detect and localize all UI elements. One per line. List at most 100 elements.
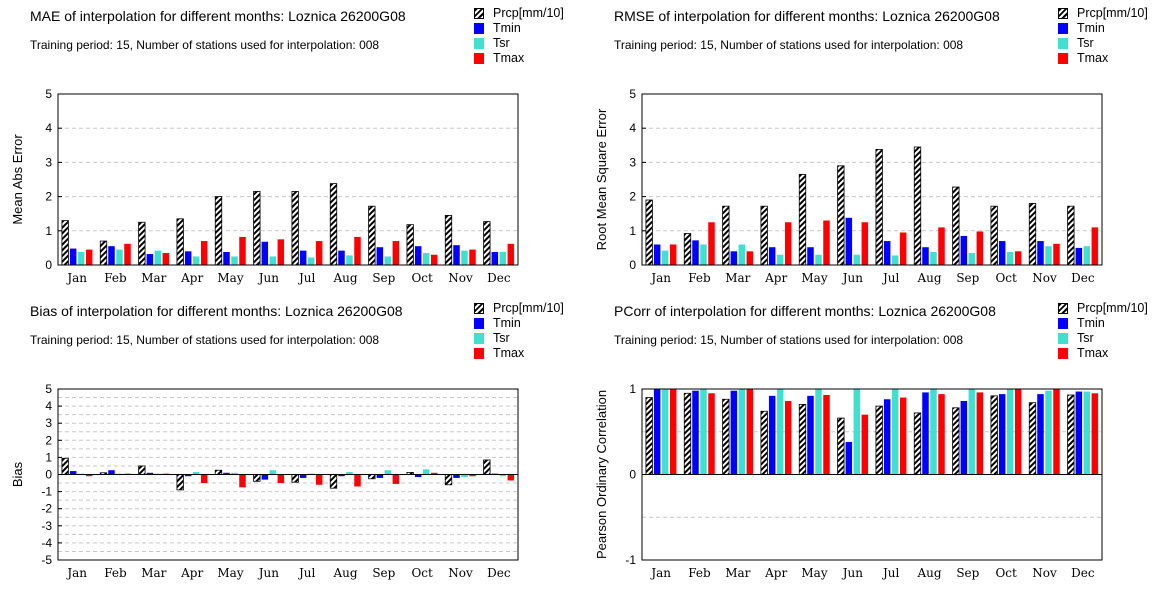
mae-chart-title: MAE of interpolation for different month… bbox=[30, 8, 406, 24]
bar-tsr-jan bbox=[661, 250, 669, 265]
bar-tsr-may bbox=[231, 472, 238, 475]
bar-prcp-jul bbox=[875, 405, 883, 475]
y-tick-label: 5 bbox=[45, 382, 52, 396]
bar-prcp-feb bbox=[683, 233, 692, 266]
bar-prcp-dec bbox=[1067, 205, 1075, 266]
bar-prcp-jul bbox=[291, 474, 299, 483]
bar-tmin-apr bbox=[768, 395, 776, 475]
legend-swatch-tsr bbox=[474, 333, 484, 344]
bar-tsr-jul bbox=[307, 257, 315, 265]
bar-prcp-mar bbox=[138, 465, 146, 475]
bar-tmax-feb bbox=[708, 222, 715, 265]
bar-tmax-oct bbox=[1014, 389, 1022, 475]
pcorr-chart-title: PCorr of interpolation for different mon… bbox=[614, 303, 996, 319]
x-tick-label: Jul bbox=[297, 271, 316, 285]
x-tick-label: Jun bbox=[257, 566, 280, 580]
legend-item-tmax: Tmax bbox=[1058, 346, 1148, 361]
x-tick-label: Oct bbox=[995, 271, 1017, 285]
bar-tsr-aug bbox=[930, 252, 937, 265]
legend-swatch-tmin bbox=[1058, 318, 1068, 329]
bar-tsr-jun bbox=[269, 470, 277, 475]
x-tick-label: Jun bbox=[841, 566, 864, 580]
bar-tmin-jul bbox=[883, 241, 891, 265]
bar-tsr-oct bbox=[1006, 252, 1014, 265]
bar-tmin-may bbox=[223, 472, 230, 475]
rmse-chart: 0 1 2 3 4 5 Root Mean Square Error Jan Feb Mar Apr… bbox=[594, 87, 1103, 285]
legend-label-tmin: Tmin bbox=[493, 21, 521, 35]
bar-tmin-oct bbox=[998, 241, 1006, 265]
bar-tmax-apr bbox=[200, 241, 208, 265]
bar-tmax-jan bbox=[669, 244, 677, 265]
bar-prcp-mar bbox=[138, 221, 146, 266]
y-tick-label: 5 bbox=[45, 87, 52, 101]
bar-tmin-jul bbox=[299, 474, 307, 478]
x-tick-label: Aug bbox=[332, 566, 357, 580]
x-tick-label: Jan bbox=[649, 271, 671, 285]
bar-tsr-jul bbox=[891, 255, 899, 265]
bar-tsr-jun bbox=[853, 389, 861, 475]
y-tick-label: 2 bbox=[629, 190, 636, 204]
bar-tmax-nov bbox=[469, 474, 476, 477]
pcorr-chart: -1 0 1 Pearson Ordinary Correlation Jan Feb Ma… bbox=[594, 382, 1103, 580]
bar-tmax-jan bbox=[85, 249, 93, 265]
bar-tsr-oct bbox=[422, 253, 430, 265]
bar-tmin-apr bbox=[184, 251, 192, 265]
legend-item-tmin: Tmin bbox=[1058, 21, 1148, 36]
bar-tsr-oct bbox=[422, 469, 430, 475]
y-axis-label: Mean Abs Error bbox=[10, 134, 25, 225]
bar-tsr-dec bbox=[1083, 391, 1091, 475]
bar-tmin-dec bbox=[1075, 247, 1083, 265]
legend-label-prcp: Prcp[mm/10] bbox=[1077, 6, 1148, 20]
legend-swatch-tmax bbox=[1058, 53, 1068, 64]
bar-tmax-jul bbox=[899, 397, 907, 475]
bar-prcp-jan bbox=[645, 199, 653, 266]
bar-tsr-nov bbox=[461, 250, 468, 265]
x-tick-label: Sep bbox=[372, 566, 395, 580]
bar-tmax-apr bbox=[784, 400, 792, 475]
bar-tsr-sep bbox=[968, 389, 976, 475]
bar-prcp-jun bbox=[837, 417, 845, 475]
bar-prcp-apr bbox=[176, 474, 184, 491]
y-tick-label: 0 bbox=[45, 258, 52, 272]
bar-tmax-sep bbox=[392, 241, 400, 265]
bar-tsr-jun bbox=[269, 256, 277, 265]
legend-swatch-prcp bbox=[1058, 8, 1068, 19]
x-tick-label: Aug bbox=[916, 271, 941, 285]
plot-frame bbox=[57, 388, 519, 561]
x-tick-label: Jul bbox=[297, 566, 316, 580]
bar-prcp-aug bbox=[913, 146, 922, 266]
y-tick-label: 2 bbox=[45, 433, 52, 447]
bar-tsr-mar bbox=[738, 389, 746, 475]
x-tick-label: Dec bbox=[487, 566, 511, 580]
bar-tsr-aug bbox=[346, 471, 353, 475]
bar-prcp-jun bbox=[253, 191, 261, 266]
bar-prcp-mar bbox=[722, 205, 730, 266]
bar-tsr-may bbox=[815, 389, 822, 475]
legend-item-tmin: Tmin bbox=[474, 21, 564, 36]
bar-tsr-feb bbox=[700, 244, 707, 265]
y-tick-label: 1 bbox=[629, 382, 636, 396]
legend-label-tmin: Tmin bbox=[1077, 21, 1105, 35]
y-tick-label: 1 bbox=[629, 224, 636, 238]
y-tick-label: -3 bbox=[41, 519, 52, 533]
y-tick-label: 4 bbox=[629, 121, 636, 135]
x-tick-label: Jun bbox=[841, 271, 864, 285]
bar-tsr-feb bbox=[116, 249, 123, 265]
bar-tmax-jun bbox=[861, 414, 869, 475]
bar-tsr-jul bbox=[891, 389, 899, 475]
bar-tmin-feb bbox=[108, 246, 115, 265]
bar-tmin-aug bbox=[922, 247, 929, 265]
bar-tmax-apr bbox=[784, 222, 792, 265]
x-tick-label: Oct bbox=[411, 271, 433, 285]
y-tick-label: 1 bbox=[45, 224, 52, 238]
legend-label-tsr: Tsr bbox=[493, 36, 510, 50]
x-tick-label: May bbox=[217, 566, 243, 580]
bar-tsr-oct bbox=[1006, 389, 1014, 475]
bar-tmin-jul bbox=[883, 399, 891, 475]
x-tick-label: Feb bbox=[688, 271, 711, 285]
bar-tmin-mar bbox=[730, 251, 738, 265]
x-tick-label: Feb bbox=[104, 271, 127, 285]
bar-tmin-aug bbox=[338, 250, 345, 265]
bar-prcp-aug bbox=[329, 474, 338, 489]
bar-tmin-nov bbox=[1037, 394, 1044, 475]
